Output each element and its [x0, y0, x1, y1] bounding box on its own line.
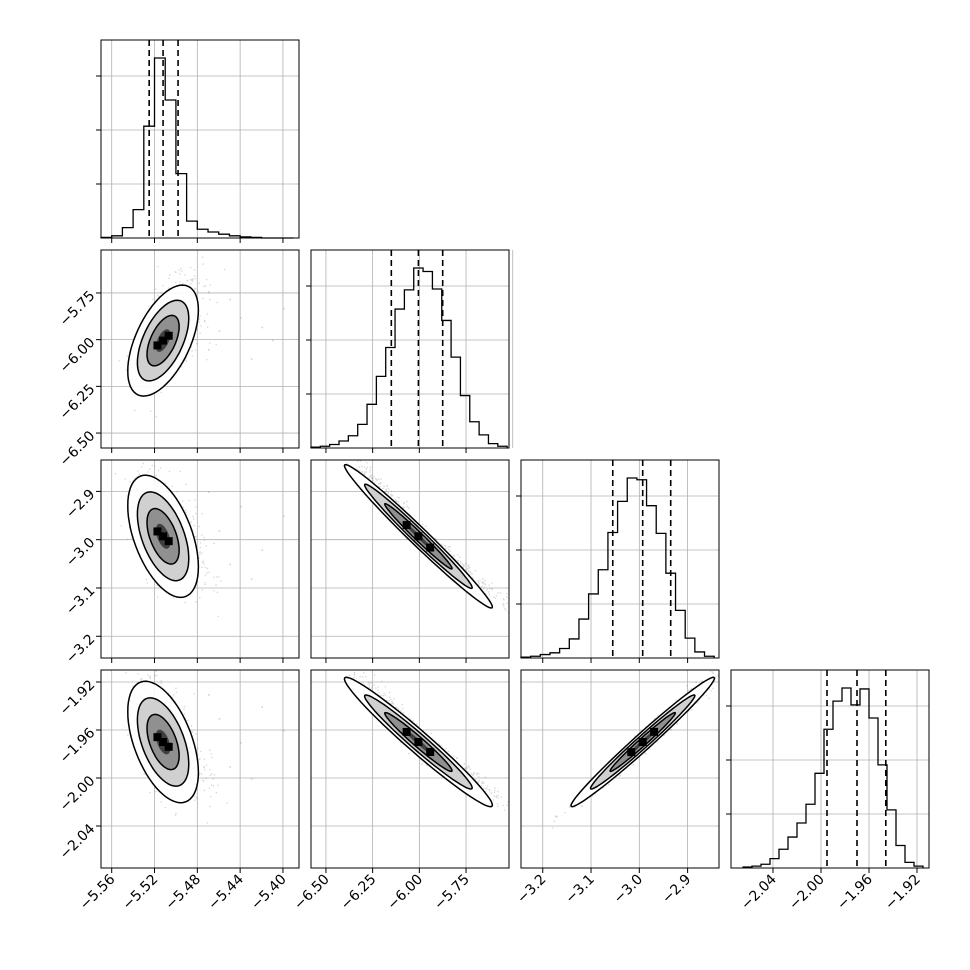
contour-5-1 — [589, 694, 696, 790]
xtick-label-1-1: −6.25 — [338, 872, 380, 914]
density-peak-4-0 — [402, 727, 411, 736]
ytick-label-1-3: −5.75 — [57, 288, 99, 330]
hist-frame-1 — [310, 249, 510, 449]
xtick-label-3-1: −2.00 — [786, 872, 828, 914]
contour-3-2 — [384, 502, 453, 570]
contour-2-0 — [127, 680, 200, 804]
ytick-label-3-1: −2.00 — [57, 773, 99, 815]
contour-0-0 — [127, 284, 200, 397]
ytick-label-1-2: −6.00 — [57, 335, 99, 377]
density-peak-5-0 — [627, 748, 636, 757]
contour-5-2 — [609, 711, 677, 773]
ytick-label-3-0: −2.04 — [57, 821, 99, 863]
xtick-label-2-1: −3.1 — [562, 872, 597, 907]
pair-frame-4 — [310, 669, 510, 869]
hist-panel-1 — [306, 249, 514, 449]
density-peak-1-1 — [159, 532, 168, 541]
density-peak-0-2 — [164, 331, 173, 340]
density-peak-1-2 — [164, 537, 173, 546]
density-peak-1-0 — [153, 527, 162, 536]
contour-1-0 — [127, 474, 200, 599]
density-peak-5-2 — [650, 727, 659, 736]
pair-frame-1 — [100, 459, 300, 659]
hist-step-2 — [520, 477, 715, 658]
pair-panel-2-3 — [520, 669, 720, 869]
ytick-label-3-2: −1.96 — [57, 725, 99, 767]
xtick-label-0-1: −5.52 — [120, 872, 162, 914]
pair-content-3 — [343, 460, 509, 614]
xtick-label-0-0: −5.56 — [77, 871, 119, 913]
density-peak-4-2 — [426, 748, 435, 757]
density-peak-2-1 — [159, 738, 168, 746]
xtick-label-0-2: −5.48 — [162, 872, 204, 914]
contour-1-1 — [136, 491, 190, 582]
density-peak-2-2 — [164, 742, 173, 751]
hist-frame-2 — [520, 459, 720, 659]
pair-panel-0-3 — [100, 669, 300, 869]
density-peak-3-1 — [414, 532, 423, 541]
pair-panel-1-2 — [310, 459, 510, 659]
xtick-label-2-2: −3.0 — [611, 872, 646, 907]
contour-2-1 — [136, 697, 190, 787]
density-peak-3-0 — [402, 521, 411, 530]
density-peak-5-1 — [638, 738, 647, 746]
contour-4-0 — [343, 676, 494, 808]
xtick-label-1-2: −6.00 — [385, 872, 427, 914]
hist-step-0 — [100, 57, 294, 239]
pair-frame-0 — [100, 249, 300, 449]
hist-step-3 — [742, 687, 924, 868]
ytick-label-1-0: −6.50 — [57, 428, 99, 470]
density-peak-0-0 — [153, 341, 162, 350]
xtick-label-2-0: −3.2 — [514, 872, 549, 907]
pair-content-1 — [114, 462, 285, 617]
contour-4-2 — [384, 711, 453, 773]
pair-frame-2 — [100, 669, 300, 869]
xtick-label-0-4: −5.40 — [248, 872, 290, 914]
contour-0-1 — [136, 299, 190, 382]
contour-0-2 — [146, 314, 180, 367]
ytick-label-2-0: −3.2 — [63, 631, 98, 666]
hist-panel-2 — [516, 459, 720, 659]
ytick-label-2-1: −3.1 — [63, 583, 98, 618]
pair-content-4 — [342, 670, 509, 811]
pair-content-2 — [125, 670, 285, 824]
density-peak-2-0 — [153, 733, 162, 742]
pair-frame-5 — [520, 669, 720, 869]
xtick-label-1-3: −5.75 — [431, 872, 473, 914]
contour-3-1 — [363, 483, 473, 590]
contour-3-0 — [343, 463, 494, 609]
hist-frame-3 — [730, 669, 930, 869]
pair-content-5 — [552, 671, 719, 829]
hist-step-1 — [310, 267, 508, 448]
hist-panel-3 — [726, 669, 930, 869]
hist-panel-0 — [96, 39, 300, 239]
pair-panel-0-1 — [100, 249, 300, 449]
contour-5-0 — [570, 676, 716, 808]
xtick-label-3-0: −2.04 — [738, 871, 780, 913]
hist-frame-0 — [100, 39, 300, 239]
contour-2-2 — [146, 713, 180, 771]
density-peak-3-2 — [426, 543, 435, 552]
pair-content-0 — [118, 256, 285, 418]
xtick-label-1-0: −6.50 — [291, 872, 333, 914]
ytick-label-3-3: −1.92 — [57, 677, 99, 719]
xtick-label-3-3: −1.92 — [882, 872, 924, 914]
xtick-label-0-3: −5.44 — [205, 871, 247, 913]
pair-panel-0-2 — [100, 459, 300, 659]
ytick-label-1-1: −6.25 — [57, 381, 99, 423]
ytick-label-2-3: −2.9 — [63, 486, 98, 521]
xtick-label-3-2: −1.96 — [834, 871, 876, 913]
density-peak-0-1 — [159, 336, 168, 345]
pair-frame-3 — [310, 459, 510, 659]
pair-panel-1-3 — [310, 669, 510, 869]
contour-4-1 — [363, 694, 473, 790]
xtick-label-2-3: −2.9 — [659, 872, 694, 907]
ytick-label-2-2: −3.0 — [63, 535, 98, 570]
contour-1-2 — [146, 507, 180, 565]
density-peak-4-1 — [414, 738, 423, 746]
